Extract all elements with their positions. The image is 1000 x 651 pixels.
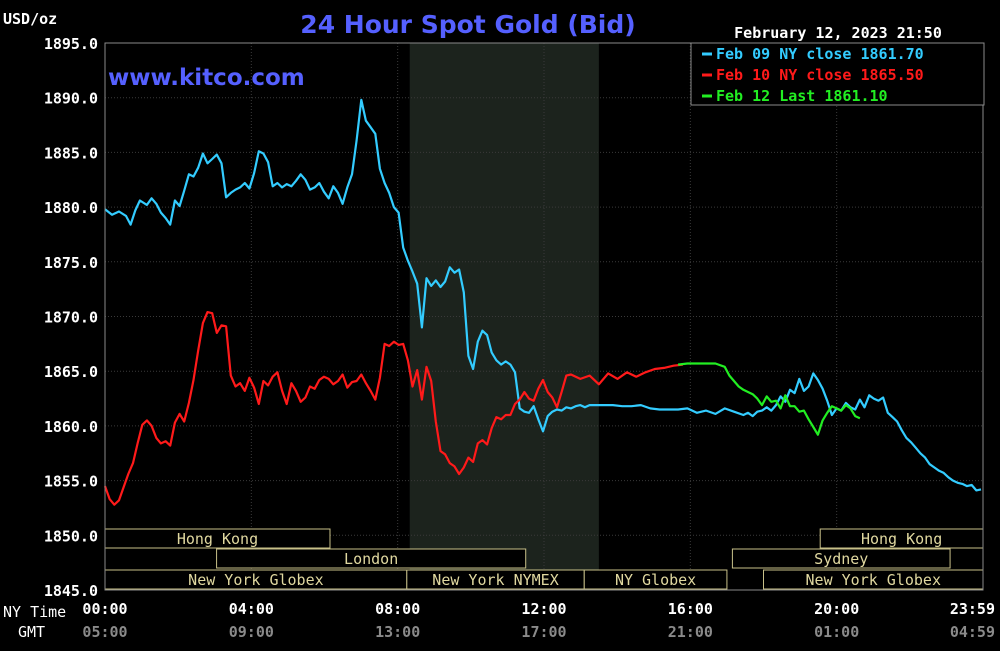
session-label: Hong Kong xyxy=(177,530,258,548)
y-tick-label: 1885.0 xyxy=(44,144,98,162)
price-series xyxy=(103,98,982,506)
session-label: New York Globex xyxy=(806,571,941,589)
y-tick-label: 1880.0 xyxy=(44,199,98,217)
legend-entry: Feb 12 Last 1861.10 xyxy=(716,87,888,105)
x-tick-label-gmt: 21:00 xyxy=(668,623,713,641)
timestamp: February 12, 2023 21:50 xyxy=(734,24,942,42)
session-box xyxy=(216,548,527,569)
x-tick-label-ny: 04:00 xyxy=(229,600,274,618)
market-sessions: Hong Kong Hong Kong London Sydney New York G… xyxy=(104,528,984,590)
session-label: Hong Kong xyxy=(861,530,942,548)
x-axis-label-ny: NY Time xyxy=(3,603,66,621)
y-tick-label: 1870.0 xyxy=(44,309,98,327)
x-tick-label-gmt: 09:00 xyxy=(229,623,274,641)
session-label: London xyxy=(344,550,398,568)
x-tick-label-ny: 16:00 xyxy=(668,600,713,618)
series-line-2 xyxy=(103,311,683,506)
y-tick-label: 1845.0 xyxy=(44,582,98,600)
x-tick-label-ny: 20:00 xyxy=(814,600,859,618)
y-tick-label: 1865.0 xyxy=(44,363,98,381)
y-tick-label: 1850.0 xyxy=(44,527,98,545)
x-tick-label-ny: 23:59 xyxy=(950,600,995,618)
y-axis-label: USD/oz xyxy=(3,10,57,28)
session-label: NY Globex xyxy=(615,571,696,589)
x-tick-label-gmt: 13:00 xyxy=(375,623,420,641)
legend: Feb 09 NY close 1861.70 Feb 10 NY close 1… xyxy=(702,45,924,105)
y-tick-label: 1875.0 xyxy=(44,254,98,272)
x-tick-label-ny: 12:00 xyxy=(521,600,566,618)
x-tick-label-gmt: 01:00 xyxy=(814,623,859,641)
series-line-3 xyxy=(677,362,861,436)
watermark: www.kitco.com xyxy=(108,65,305,91)
x-tick-label-gmt: 05:00 xyxy=(82,623,127,641)
session-label: New York Globex xyxy=(188,571,323,589)
x-tick-label-gmt: 17:00 xyxy=(521,623,566,641)
legend-entry: Feb 09 NY close 1861.70 xyxy=(716,45,924,63)
plot-frame xyxy=(104,42,984,591)
x-tick-label-ny: 08:00 xyxy=(375,600,420,618)
y-tick-label: 1895.0 xyxy=(44,35,98,53)
chart-title: 24 Hour Spot Gold (Bid) xyxy=(300,10,635,39)
x-axis-ticks: 00:00 05:00 04:00 09:00 08:00 13:00 12:00 17:00… xyxy=(82,600,995,641)
session-label: Sydney xyxy=(814,550,868,568)
y-axis-ticks: 1845.0 1850.0 1855.0 1860.0 1865.0 1870.0 1875… xyxy=(44,35,98,600)
y-tick-label: 1860.0 xyxy=(44,418,98,436)
legend-box xyxy=(690,42,985,106)
x-tick-label-gmt: 04:59 xyxy=(950,623,995,641)
session-label: New York NYMEX xyxy=(432,571,558,589)
session-box xyxy=(583,569,728,590)
series-line-1 xyxy=(104,98,982,492)
x-tick-label-ny: 00:00 xyxy=(82,600,127,618)
y-tick-label: 1855.0 xyxy=(44,473,98,491)
y-tick-label: 1890.0 xyxy=(44,90,98,108)
session-box xyxy=(731,548,951,569)
x-axis-label-gmt: GMT xyxy=(18,623,45,641)
legend-entry: Feb 10 NY close 1865.50 xyxy=(716,66,924,84)
